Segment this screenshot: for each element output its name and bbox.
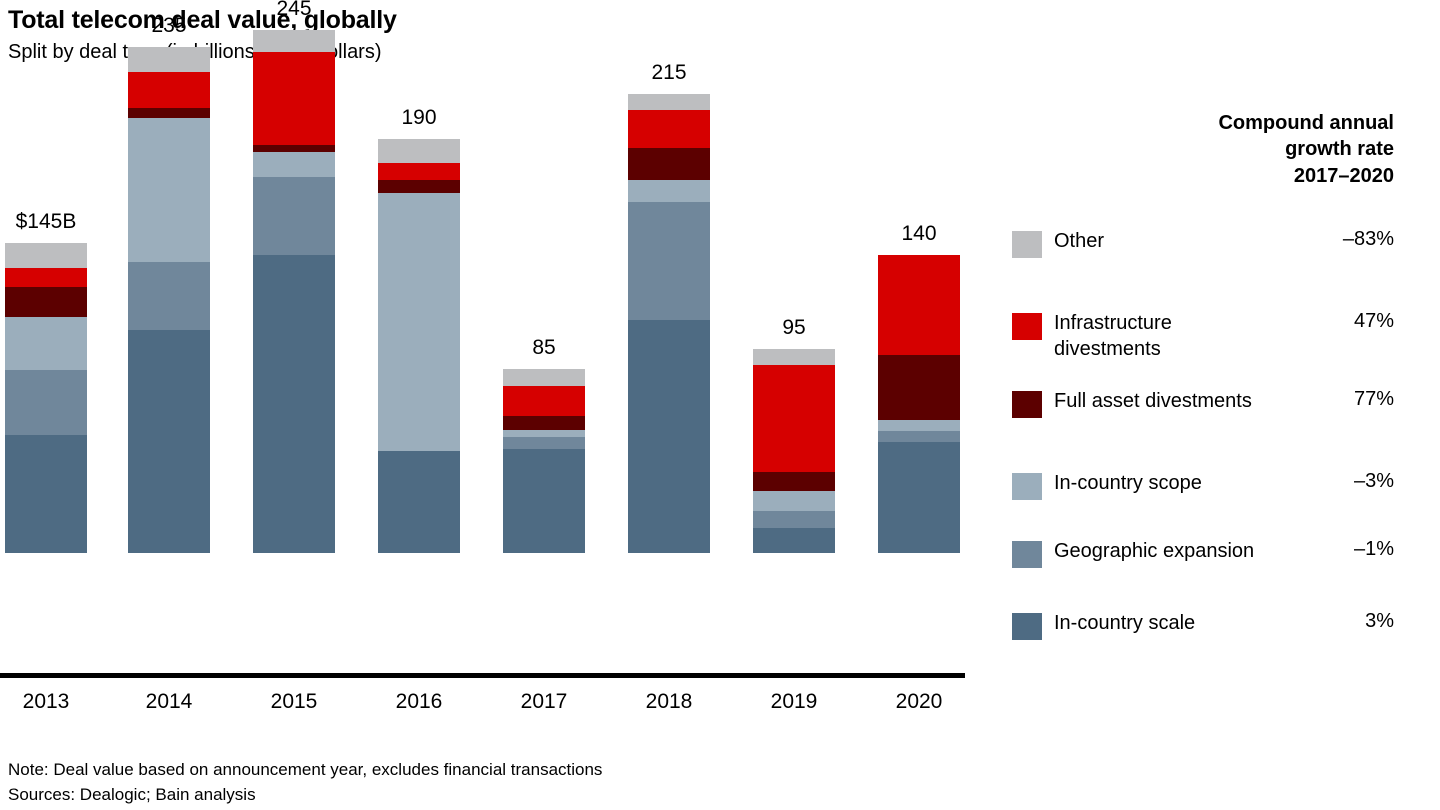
bar-segment-in-country-scope	[753, 491, 835, 511]
bar-segment-infrastructure-divestments	[253, 52, 335, 145]
legend-item-cagr-value: 3%	[1365, 610, 1394, 632]
x-tick-2016: 2016	[395, 690, 443, 713]
bar-segment-infrastructure-divestments	[753, 365, 835, 472]
bar-total-label: $145B	[15, 210, 77, 233]
bar-total-label: 95	[782, 316, 806, 339]
legend-item-cagr-value: 77%	[1353, 388, 1394, 410]
cagr-heading-line-2: growth rate	[1285, 138, 1394, 161]
bar-segment-infrastructure-divestments	[878, 255, 960, 355]
bar-segment-in-country-scale	[753, 528, 835, 553]
bar-total-label: 140	[901, 222, 937, 245]
bar-segment-infrastructure-divestments	[5, 268, 87, 287]
bar-segment-in-country-scope	[128, 118, 210, 262]
bar-segment-in-country-scope	[503, 430, 585, 437]
bar-2015: 245	[253, 0, 335, 553]
bar-segment-in-country-scope	[378, 193, 460, 451]
bar-segment-other	[378, 139, 460, 163]
bar-segment-geographic-expansion	[503, 437, 585, 449]
bar-2016: 190	[378, 106, 460, 553]
bar-segment-other	[503, 369, 585, 386]
bar-2017: 85	[503, 336, 585, 553]
bar-segment-geographic-expansion	[253, 177, 335, 255]
bar-segment-in-country-scale	[253, 255, 335, 553]
bar-segment-in-country-scope	[878, 420, 960, 431]
bar-segment-geographic-expansion	[628, 202, 710, 320]
bar-segment-geographic-expansion	[5, 370, 87, 435]
x-tick-2018: 2018	[645, 690, 693, 713]
bar-segment-infrastructure-divestments	[128, 72, 210, 108]
bar-segment-full-asset-divestments	[128, 108, 210, 118]
bar-segment-geographic-expansion	[753, 511, 835, 528]
bar-2013: $145B	[5, 210, 87, 553]
bar-total-label: 245	[276, 0, 312, 20]
legend-swatch-icon	[1012, 231, 1042, 258]
bar-segment-full-asset-divestments	[253, 145, 335, 152]
bar-segment-infrastructure-divestments	[378, 163, 460, 180]
x-tick-2017: 2017	[520, 690, 568, 713]
legend-swatch-icon	[1012, 541, 1042, 568]
bar-segment-other	[628, 94, 710, 110]
bar-total-label: 190	[401, 106, 437, 129]
stacked-bar-chart: $145B 235 245 190 85 215 95 140 2013 2014 2015 201…	[0, 0, 965, 713]
legend-swatch-icon	[1012, 313, 1042, 340]
bar-segment-infrastructure-divestments	[628, 110, 710, 148]
x-tick-2013: 2013	[22, 690, 70, 713]
bar-segment-geographic-expansion	[878, 431, 960, 442]
legend-swatch-icon	[1012, 391, 1042, 418]
legend-swatch-icon	[1012, 613, 1042, 640]
bar-segment-full-asset-divestments	[5, 287, 87, 317]
bar-segment-other	[5, 243, 87, 268]
bar-segment-full-asset-divestments	[628, 148, 710, 180]
legend-item-cagr-value: –1%	[1353, 538, 1394, 560]
bar-segment-other	[753, 349, 835, 365]
x-tick-2020: 2020	[895, 690, 943, 713]
cagr-heading-line-3: 2017–2020	[1293, 164, 1394, 187]
bar-segment-full-asset-divestments	[878, 355, 960, 420]
bar-segment-in-country-scope	[628, 180, 710, 202]
bar-segment-in-country-scale	[878, 442, 960, 553]
page-title: Total telecom deal value, globally	[8, 6, 397, 34]
cagr-column-heading: Compound annual growth rate 2017–2020	[1218, 110, 1394, 189]
bar-segment-in-country-scale	[5, 435, 87, 553]
bar-segment-in-country-scale	[128, 330, 210, 553]
bar-segment-full-asset-divestments	[503, 416, 585, 430]
bar-segment-in-country-scale	[378, 451, 460, 553]
legend-item-label: Infrastructure divestments	[1054, 312, 1172, 361]
legend-swatch-icon	[1012, 473, 1042, 500]
x-axis-line	[0, 673, 965, 678]
legend-item-cagr-value: 47%	[1353, 310, 1394, 332]
bar-2020: 140	[878, 222, 960, 553]
x-tick-2015: 2015	[270, 690, 318, 713]
legend-item-label: Other	[1054, 230, 1105, 252]
legend-item-label: Geographic expansion	[1054, 540, 1255, 562]
note-text: Note: Deal value based on announcement y…	[8, 760, 603, 779]
bar-total-label: 235	[151, 14, 187, 37]
bar-segment-other	[253, 30, 335, 52]
bar-segment-in-country-scope	[253, 152, 335, 177]
cagr-heading-line-1: Compound annual	[1218, 112, 1394, 134]
bar-total-label: 85	[532, 336, 556, 359]
legend-item-label: In-country scale	[1054, 612, 1196, 634]
x-tick-2014: 2014	[145, 690, 193, 713]
bar-2019: 95	[753, 316, 835, 553]
bar-segment-full-asset-divestments	[378, 180, 460, 193]
bar-segment-in-country-scale	[628, 320, 710, 553]
x-tick-2019: 2019	[770, 690, 818, 713]
bar-segment-geographic-expansion	[128, 262, 210, 330]
sources-text: Sources: Dealogic; Bain analysis	[8, 784, 256, 804]
footnotes: Note: Deal value based on announcement y…	[8, 758, 602, 807]
legend-item-cagr-value: –3%	[1353, 470, 1394, 492]
bar-segment-other	[128, 47, 210, 72]
bar-segment-in-country-scale	[503, 449, 585, 553]
legend-item-cagr-value: –83%	[1342, 228, 1394, 250]
bar-2014: 235	[128, 14, 210, 553]
bar-segment-full-asset-divestments	[753, 472, 835, 491]
legend-item-label: In-country scope	[1054, 472, 1202, 494]
bar-total-label: 215	[651, 61, 687, 84]
bar-2018: 215	[628, 61, 710, 553]
bar-segment-in-country-scope	[5, 317, 87, 370]
bar-segment-infrastructure-divestments	[503, 386, 585, 416]
legend-item-label: Full asset divestments	[1054, 390, 1252, 412]
